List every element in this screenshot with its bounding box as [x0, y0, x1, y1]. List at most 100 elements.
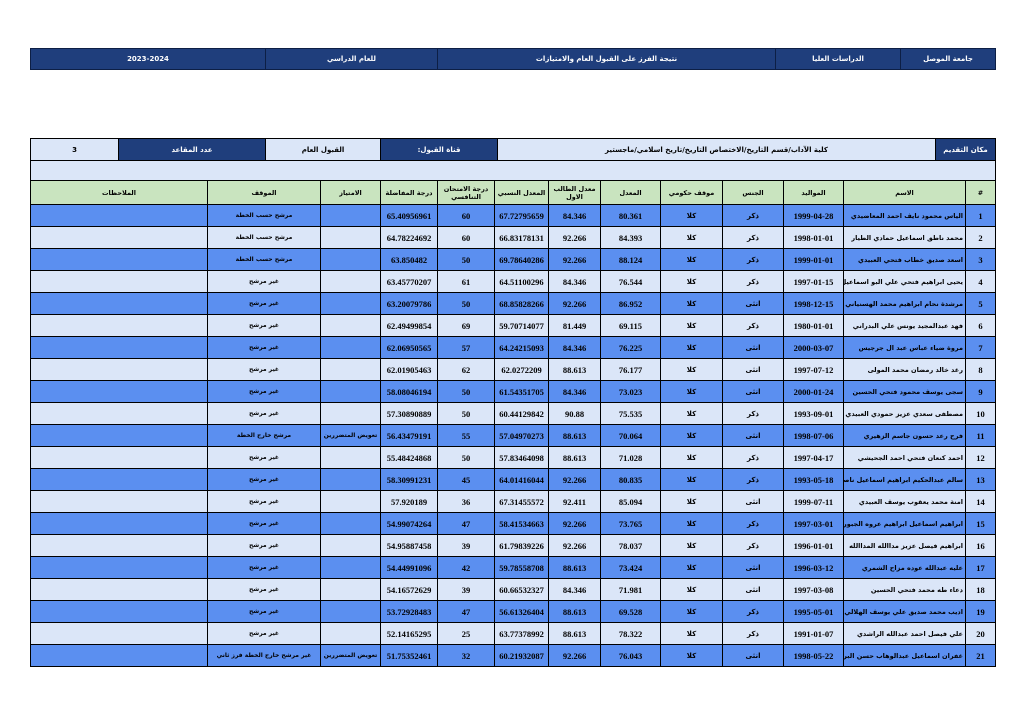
table-cell: كلا: [660, 468, 723, 491]
table-cell: 84.346: [548, 578, 601, 601]
table-cell: 67.31455572: [494, 490, 549, 513]
table-cell: كلا: [660, 600, 723, 623]
column-header: موقف حكومي: [660, 180, 723, 205]
table-cell: ذكر: [722, 402, 784, 425]
table-cell: سالم عبدالحكيم ابراهيم اسماعيل ناصر: [843, 468, 966, 491]
table-cell: 76.225: [600, 336, 661, 359]
table-cell: 50: [437, 446, 495, 469]
table-cell: 57: [437, 336, 495, 359]
table-cell: [30, 204, 208, 227]
table-cell: [30, 336, 208, 359]
table-cell: كلا: [660, 402, 723, 425]
table-cell: كلا: [660, 512, 723, 535]
table-cell: 54.99074264: [380, 512, 438, 535]
table-cell: 2000-01-24: [783, 380, 844, 403]
table-cell: 71.028: [600, 446, 661, 469]
table-cell: كلا: [660, 358, 723, 381]
table-cell: 19: [965, 600, 996, 623]
table-row: 11 فرح رعد حسون جاسم الزهيري 1998-07-06 انث…: [30, 424, 996, 447]
table-cell: 50: [437, 248, 495, 271]
table-cell: غير مرشح: [207, 314, 321, 337]
table-cell: 92.266: [548, 292, 601, 315]
table-cell: مرشدة نحام ابراهيم محمد الهسنياني: [843, 292, 966, 315]
table-cell: 50: [437, 402, 495, 425]
table-cell: غير مرشح: [207, 446, 321, 469]
table-cell: يحيى ابراهيم فتحي علي البو اسماعيل: [843, 270, 966, 293]
table-cell: 69.528: [600, 600, 661, 623]
table-cell: 59.70714077: [494, 314, 549, 337]
table-cell: 63.45770207: [380, 270, 438, 293]
table-cell: تعويض المتضررين: [320, 424, 381, 447]
table-cell: [30, 314, 208, 337]
table-cell: كلا: [660, 644, 723, 667]
header-cell: نتيجة الفرز على القبول العام والامتيازات: [437, 48, 776, 70]
table-cell: انثى: [722, 358, 784, 381]
table-cell: مرشح حسب الخطة: [207, 204, 321, 227]
table-cell: [320, 446, 381, 469]
table-cell: 69.115: [600, 314, 661, 337]
table-cell: 64.01416044: [494, 468, 549, 491]
table-cell: [320, 600, 381, 623]
table-cell: 3: [965, 248, 996, 271]
table-cell: 1997-03-01: [783, 512, 844, 535]
table-cell: ذكر: [722, 314, 784, 337]
table-cell: 1993-09-01: [783, 402, 844, 425]
table-row: 5 مرشدة نحام ابراهيم محمد الهسنياني 1998-1…: [30, 292, 996, 315]
table-row: 13 سالم عبدالحكيم ابراهيم اسماعيل ناصر 199…: [30, 468, 996, 491]
table-cell: 12: [965, 446, 996, 469]
table-cell: غير مرشح: [207, 402, 321, 425]
column-header: المواليد: [783, 180, 844, 205]
header-cell: 2023-2024: [30, 48, 266, 70]
table-cell: 21: [965, 644, 996, 667]
column-header: درجة المفاضلة: [380, 180, 438, 205]
table-cell: ابراهيم فيصل عزيز مداالله المداالله: [843, 534, 966, 557]
table-cell: غير مرشح: [207, 622, 321, 645]
table-cell: 1998-07-06: [783, 424, 844, 447]
table-cell: ابراهيم اسماعيل ابراهيم عروه الجبوري: [843, 512, 966, 535]
table-cell: 1998-12-15: [783, 292, 844, 315]
table-cell: 57.04970273: [494, 424, 549, 447]
table-row: 14 امنة محمد يعقوب يوسف العبيدي 1999-07-11…: [30, 490, 996, 513]
table-cell: [320, 336, 381, 359]
table-cell: فهد عبدالمجيد يونس علي البدراني: [843, 314, 966, 337]
table-cell: [320, 248, 381, 271]
table-cell: ذكر: [722, 600, 784, 623]
table-cell: 54.95887458: [380, 534, 438, 557]
table-cell: 50: [437, 380, 495, 403]
table-cell: 73.023: [600, 380, 661, 403]
column-header: الجنس: [722, 180, 784, 205]
table-cell: 73.765: [600, 512, 661, 535]
table-cell: كلا: [660, 314, 723, 337]
column-header: الاسم: [843, 180, 966, 205]
column-header: معدل الطالب الاول: [548, 180, 601, 205]
table-cell: [30, 380, 208, 403]
table-cell: غير مرشح: [207, 336, 321, 359]
table-cell: 88.124: [600, 248, 661, 271]
table-cell: [320, 270, 381, 293]
table-cell: 32: [437, 644, 495, 667]
table-cell: 92.266: [548, 468, 601, 491]
table-row: 1 الياس محمود نايف احمد المعاضيدي 1999-04-…: [30, 204, 996, 227]
table-cell: ذكر: [722, 534, 784, 557]
table-cell: 1998-01-01: [783, 226, 844, 249]
table-cell: غير مرشح: [207, 600, 321, 623]
table-cell: 68.85828266: [494, 292, 549, 315]
table-cell: [30, 358, 208, 381]
header-row: جامعة الموصل الدراسات العليا نتيجة الفرز ع…: [30, 48, 996, 70]
table-cell: كلا: [660, 292, 723, 315]
table-cell: 1980-01-01: [783, 314, 844, 337]
table-cell: [320, 380, 381, 403]
table-cell: اسعد صديق خطاب فتحي العبيدي: [843, 248, 966, 271]
table-cell: 64.78224692: [380, 226, 438, 249]
table-cell: 47: [437, 600, 495, 623]
table-cell: [320, 204, 381, 227]
table-cell: غير مرشح: [207, 358, 321, 381]
column-header: المعدل النسبي: [494, 180, 549, 205]
table-cell: 56.43479191: [380, 424, 438, 447]
table-cell: 2000-03-07: [783, 336, 844, 359]
table-row: 9 سجى يوسف محمود فتحي الحسين 2000-01-24 انث…: [30, 380, 996, 403]
table-cell: 80.361: [600, 204, 661, 227]
table-cell: [320, 622, 381, 645]
table-cell: عليه عبدالله عوده مزاح الشمري: [843, 556, 966, 579]
